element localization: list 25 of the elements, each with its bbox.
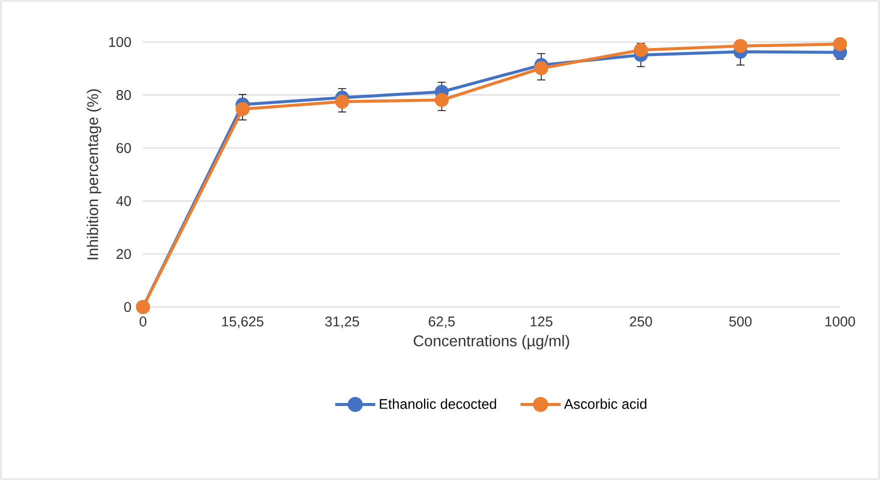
y-tick-label: 60 (116, 143, 131, 153)
x-tick-label: 15,625 (222, 316, 264, 328)
x-tick-label: 62,5 (428, 316, 455, 328)
x-tick-label: 250 (630, 316, 652, 326)
x-tick-label: 1000 (826, 316, 856, 326)
y-tick-label: 40 (116, 196, 131, 206)
x-tick-label: 31,25 (325, 316, 360, 328)
legend-label: Ascorbic acid (564, 398, 646, 409)
point (634, 42, 648, 57)
x-tick-label: 500 (729, 316, 752, 326)
point (236, 102, 250, 116)
point (534, 61, 548, 76)
y-tick-label: 20 (116, 249, 131, 259)
x-tick-label: 125 (530, 316, 552, 326)
point (833, 37, 848, 52)
point (434, 93, 449, 108)
x-tick-label: 0 (140, 316, 146, 326)
point (335, 94, 350, 109)
x-axis-title: Concentrations (µg/ml) (414, 334, 570, 350)
y-tick-label: 100 (109, 37, 131, 47)
y-axis-title: Inhibition percentage (%) (86, 89, 102, 260)
y-tick-label: 0 (124, 302, 131, 312)
y-tick-label: 80 (116, 90, 131, 100)
point (733, 38, 748, 53)
legend-label: Ethanolic decocted (380, 398, 496, 409)
